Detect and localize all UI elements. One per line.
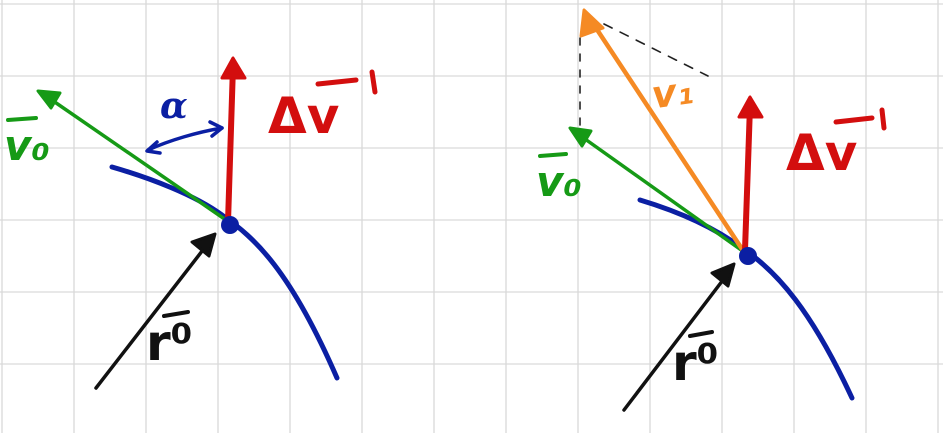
delta-v-label-right: Δv bbox=[786, 124, 857, 182]
new-velocity-label-right: v₁ bbox=[649, 68, 696, 117]
dashed-line-diagonal bbox=[603, 23, 709, 77]
radius-arrow-left bbox=[94, 232, 217, 390]
radius-label-right: r⁰ bbox=[672, 334, 719, 392]
angle-label-left: α bbox=[160, 85, 188, 127]
radius-arrow-right bbox=[622, 262, 736, 412]
orbit-point-left bbox=[221, 216, 239, 234]
delta-v-arrow-right bbox=[737, 95, 764, 253]
velocity-arrow-left bbox=[36, 89, 228, 222]
angle-arc-left bbox=[145, 120, 224, 155]
new-velocity-arrow-right bbox=[579, 8, 747, 255]
diagram-right: v₀ v₁ Δv r⁰ bbox=[536, 8, 887, 412]
delta-v-arrow-left bbox=[220, 56, 247, 225]
velocity-arrow-right bbox=[568, 126, 746, 254]
orbit-point-right bbox=[739, 247, 757, 265]
diagram-left: v₀ α Δv r⁰ bbox=[4, 56, 378, 390]
delta-v-label-left: Δv bbox=[268, 87, 339, 145]
velocity-label-left: v₀ bbox=[4, 121, 50, 170]
radius-label-left: r⁰ bbox=[146, 314, 193, 372]
velocity-label-right: v₀ bbox=[536, 157, 582, 206]
